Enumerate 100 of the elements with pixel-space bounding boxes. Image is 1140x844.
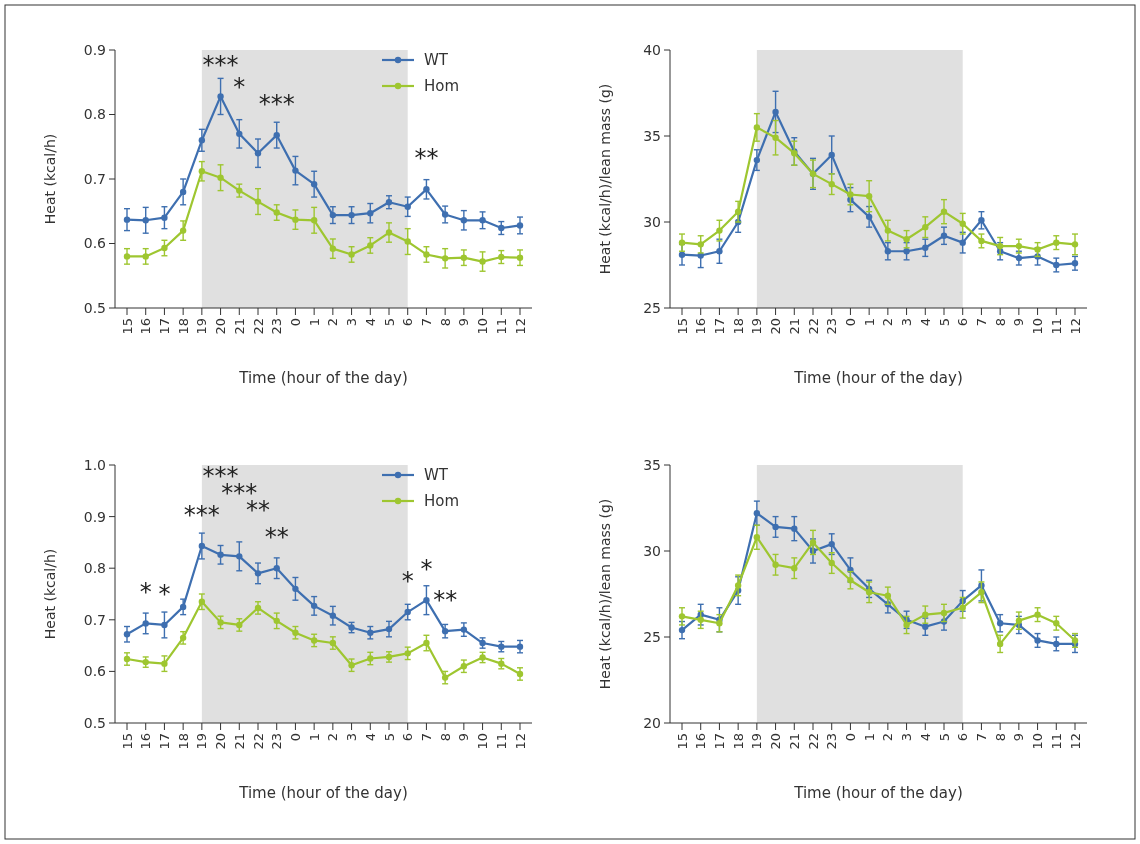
x-tick-label: 16 — [693, 318, 709, 335]
y-tick-label: 0.8 — [83, 106, 106, 123]
x-tick-label: 16 — [693, 733, 709, 750]
x-tick-label: 5 — [381, 318, 397, 327]
x-tick-label: 6 — [955, 318, 971, 327]
y-axis-title: Heat (kcal/h) — [42, 133, 58, 225]
y-tick-label: 25 — [643, 628, 661, 645]
x-tick-label: 10 — [1030, 318, 1046, 335]
x-tick-label: 11 — [493, 733, 509, 750]
x-tick-label: 21 — [786, 318, 802, 335]
legend-label: WT — [424, 51, 449, 70]
annotation: ** — [414, 144, 439, 173]
x-tick-label: 2 — [880, 318, 896, 327]
x-tick-label: 23 — [269, 733, 285, 750]
x-tick-label: 4 — [362, 733, 378, 742]
x-tick-label: 15 — [119, 318, 135, 335]
x-tick-label: 23 — [269, 318, 285, 335]
x-tick-label: 6 — [400, 733, 416, 742]
x-tick-label: 16 — [138, 733, 154, 750]
x-tick-label: 17 — [156, 318, 172, 335]
x-tick-label: 2 — [325, 318, 341, 327]
x-tick-label: 18 — [730, 318, 746, 335]
x-tick-label: 0 — [842, 733, 858, 742]
annotation: * — [158, 579, 171, 608]
x-tick-label: 3 — [344, 318, 360, 327]
annotation: *** — [183, 500, 220, 529]
y-tick-label: 20 — [643, 714, 661, 731]
x-tick-label: 20 — [213, 733, 229, 750]
x-tick-label: 17 — [711, 733, 727, 750]
x-tick-label: 8 — [992, 318, 1008, 327]
x-tick-label: 12 — [1067, 318, 1083, 335]
annotation: * — [233, 72, 246, 101]
annotation: ** — [433, 585, 458, 614]
x-tick-label: 5 — [381, 733, 397, 742]
x-tick-label: 20 — [213, 318, 229, 335]
x-tick-label: 4 — [917, 733, 933, 742]
x-tick-label: 0 — [842, 318, 858, 327]
x-tick-label: 1 — [861, 318, 877, 327]
x-tick-label: 17 — [711, 318, 727, 335]
x-tick-label: 12 — [512, 733, 528, 750]
x-tick-label: 5 — [936, 318, 952, 327]
x-tick-label: 3 — [344, 733, 360, 742]
x-tick-label: 1 — [306, 318, 322, 327]
x-tick-label: 18 — [730, 733, 746, 750]
annotation: * — [401, 566, 414, 595]
x-tick-label: 22 — [805, 318, 821, 335]
legend-label: Hom — [424, 77, 460, 96]
x-tick-label: 10 — [475, 318, 491, 335]
x-tick-label: 11 — [493, 318, 509, 335]
legend-label: WT — [424, 466, 449, 485]
x-tick-label: 22 — [250, 733, 266, 750]
x-tick-label: 9 — [1011, 318, 1027, 327]
x-tick-label: 9 — [456, 318, 472, 327]
x-tick-label: 1 — [306, 733, 322, 742]
x-tick-label: 7 — [973, 318, 989, 327]
y-axis-title: Heat (kcal/h)/lean mass (g) — [597, 83, 613, 275]
x-tick-label: 19 — [749, 733, 765, 750]
x-tick-label: 22 — [805, 733, 821, 750]
x-tick-label: 4 — [917, 318, 933, 327]
y-tick-label: 30 — [643, 213, 661, 230]
x-tick-label: 12 — [1067, 733, 1083, 750]
y-tick-label: 0.6 — [83, 663, 107, 680]
annotation: * — [139, 578, 152, 607]
x-tick-label: 18 — [175, 733, 191, 750]
x-tick-label: 21 — [231, 318, 247, 335]
x-tick-label: 21 — [231, 733, 247, 750]
y-tick-label: 0.8 — [83, 560, 106, 577]
x-tick-label: 17 — [156, 733, 172, 750]
x-tick-label: 7 — [973, 733, 989, 742]
y-tick-label: 25 — [643, 299, 661, 316]
legend-label: Hom — [424, 492, 460, 511]
y-axis-title: Heat (kcal/h) — [42, 548, 58, 640]
y-tick-label: 0.9 — [83, 508, 106, 525]
x-axis-title: Time (hour of the day) — [238, 369, 408, 387]
annotation: * — [420, 554, 433, 583]
y-tick-label: 0.6 — [83, 235, 107, 252]
x-tick-label: 3 — [899, 733, 915, 742]
x-axis-title: Time (hour of the day) — [793, 369, 963, 387]
y-tick-label: 30 — [643, 542, 661, 559]
x-tick-label: 0 — [287, 318, 303, 327]
annotation: *** — [258, 89, 295, 118]
y-tick-label: 0.7 — [83, 611, 106, 628]
x-tick-label: 7 — [418, 318, 434, 327]
x-tick-label: 15 — [119, 733, 135, 750]
x-tick-label: 11 — [1048, 318, 1064, 335]
x-tick-label: 5 — [936, 733, 952, 742]
x-tick-label: 19 — [749, 318, 765, 335]
x-tick-label: 18 — [175, 318, 191, 335]
x-tick-label: 22 — [250, 318, 266, 335]
x-tick-label: 9 — [1011, 733, 1027, 742]
y-tick-label: 0.9 — [83, 41, 106, 58]
x-tick-label: 19 — [194, 733, 210, 750]
x-tick-label: 15 — [674, 318, 690, 335]
y-tick-label: 1.0 — [83, 456, 106, 473]
x-tick-label: 8 — [437, 318, 453, 327]
y-tick-label: 40 — [643, 41, 661, 58]
x-tick-label: 0 — [287, 733, 303, 742]
x-tick-label: 23 — [824, 733, 840, 750]
x-tick-label: 11 — [1048, 733, 1064, 750]
x-tick-label: 2 — [325, 733, 341, 742]
